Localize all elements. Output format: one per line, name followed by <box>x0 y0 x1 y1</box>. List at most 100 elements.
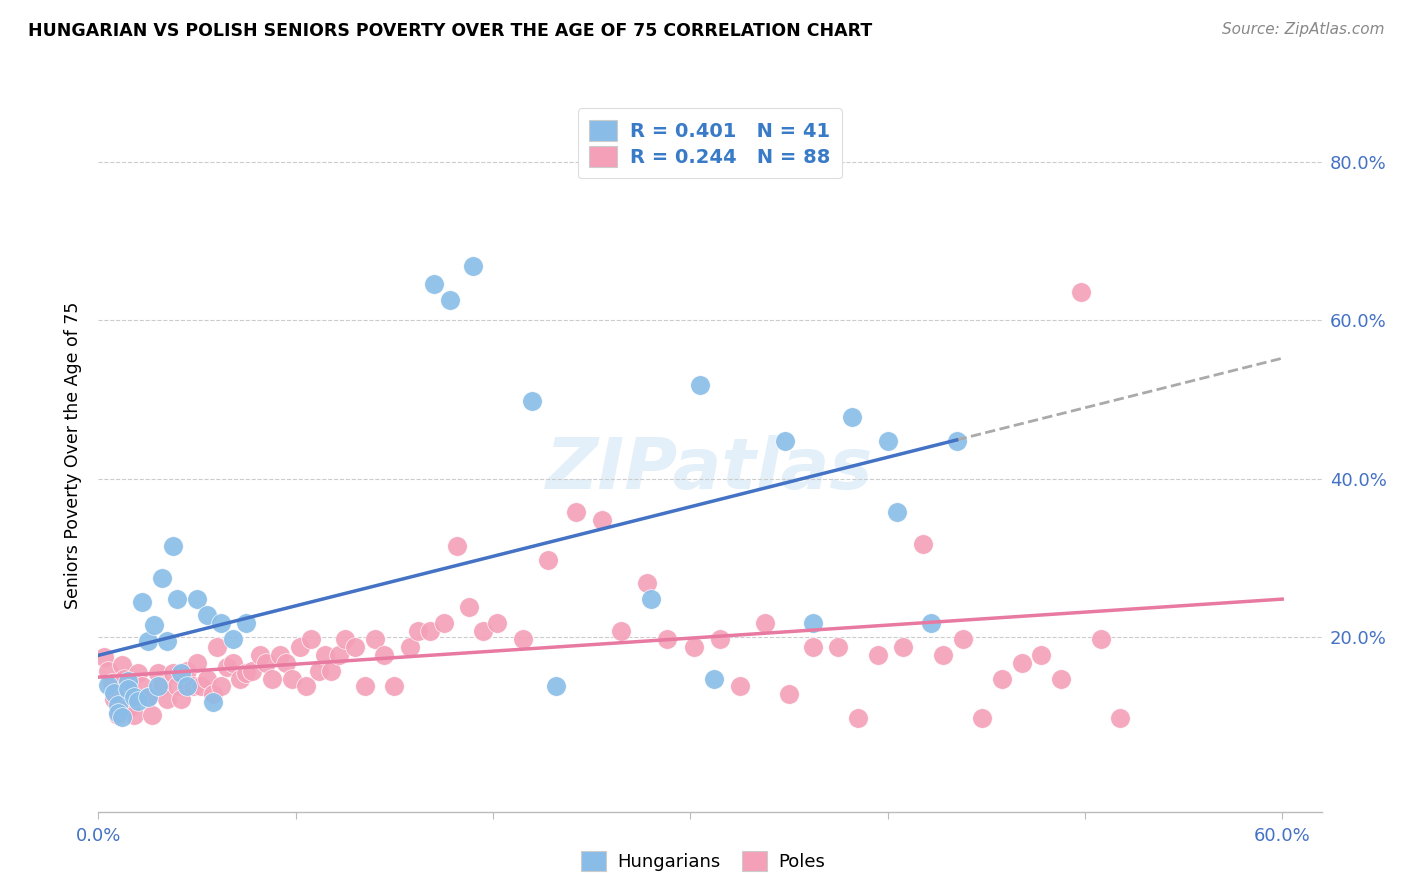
Point <box>373 648 395 662</box>
Point <box>274 656 297 670</box>
Point <box>221 656 243 670</box>
Point <box>463 259 485 273</box>
Point <box>269 648 291 662</box>
Point <box>118 700 141 714</box>
Point <box>170 665 193 680</box>
Point <box>136 690 159 704</box>
Point <box>1031 648 1053 662</box>
Y-axis label: Seniors Poverty Over the Age of 75: Seniors Poverty Over the Age of 75 <box>65 301 83 608</box>
Point <box>281 672 304 686</box>
Point <box>254 656 277 670</box>
Point <box>1109 711 1132 725</box>
Point <box>419 624 441 638</box>
Point <box>546 680 568 694</box>
Point <box>209 680 232 694</box>
Point <box>433 615 456 630</box>
Text: Source: ZipAtlas.com: Source: ZipAtlas.com <box>1222 22 1385 37</box>
Point <box>235 665 257 680</box>
Point <box>186 592 208 607</box>
Point <box>945 434 967 448</box>
Point <box>97 664 120 678</box>
Point <box>162 665 184 680</box>
Point <box>117 673 139 688</box>
Point <box>260 672 283 686</box>
Point <box>229 672 252 686</box>
Point <box>156 634 179 648</box>
Point <box>122 708 145 723</box>
Point <box>166 680 188 694</box>
Point <box>103 686 125 700</box>
Point <box>640 592 662 607</box>
Point <box>1050 672 1073 686</box>
Point <box>186 656 208 670</box>
Legend: R = 0.401   N = 41, R = 0.244   N = 88: R = 0.401 N = 41, R = 0.244 N = 88 <box>578 108 842 178</box>
Point <box>512 632 534 646</box>
Point <box>353 680 375 694</box>
Legend: Hungarians, Poles: Hungarians, Poles <box>574 844 832 879</box>
Point <box>866 648 889 662</box>
Point <box>156 692 179 706</box>
Point <box>190 680 212 694</box>
Point <box>406 624 429 638</box>
Point <box>655 632 678 646</box>
Point <box>201 687 224 701</box>
Point <box>591 513 613 527</box>
Point <box>146 680 169 694</box>
Point <box>235 615 257 630</box>
Point <box>205 640 228 654</box>
Point <box>439 293 461 308</box>
Text: HUNGARIAN VS POLISH SENIORS POVERTY OVER THE AGE OF 75 CORRELATION CHART: HUNGARIAN VS POLISH SENIORS POVERTY OVER… <box>28 22 872 40</box>
Point <box>423 277 446 292</box>
Point <box>162 539 184 553</box>
Point <box>537 552 560 566</box>
Point <box>166 592 188 607</box>
Point <box>131 680 153 694</box>
Point <box>122 690 145 704</box>
Point <box>117 681 139 696</box>
Point <box>249 648 271 662</box>
Point <box>103 692 125 706</box>
Point <box>703 672 725 686</box>
Point <box>195 672 218 686</box>
Point <box>221 632 243 646</box>
Point <box>127 694 149 708</box>
Point <box>111 709 134 723</box>
Point <box>176 680 198 694</box>
Point <box>146 665 169 680</box>
Point <box>97 678 120 692</box>
Point <box>1070 285 1092 300</box>
Point <box>827 640 849 654</box>
Point <box>209 615 232 630</box>
Point <box>709 632 731 646</box>
Point <box>195 608 218 623</box>
Point <box>170 692 193 706</box>
Point <box>446 539 468 553</box>
Point <box>294 680 316 694</box>
Point <box>181 680 204 694</box>
Point <box>522 394 544 409</box>
Point <box>136 634 159 648</box>
Point <box>399 640 422 654</box>
Point <box>363 632 385 646</box>
Point <box>893 640 915 654</box>
Point <box>472 624 495 638</box>
Point <box>773 434 796 448</box>
Point <box>240 664 263 678</box>
Point <box>111 658 134 673</box>
Point <box>920 615 942 630</box>
Point <box>107 708 129 723</box>
Point <box>886 505 908 519</box>
Point <box>952 632 974 646</box>
Point <box>343 640 366 654</box>
Point <box>754 615 776 630</box>
Point <box>636 576 658 591</box>
Point <box>150 680 173 694</box>
Point <box>1011 656 1033 670</box>
Point <box>93 650 115 665</box>
Point <box>801 640 824 654</box>
Point <box>333 632 356 646</box>
Point <box>683 640 706 654</box>
Point <box>876 434 898 448</box>
Point <box>841 409 863 424</box>
Point <box>458 600 481 615</box>
